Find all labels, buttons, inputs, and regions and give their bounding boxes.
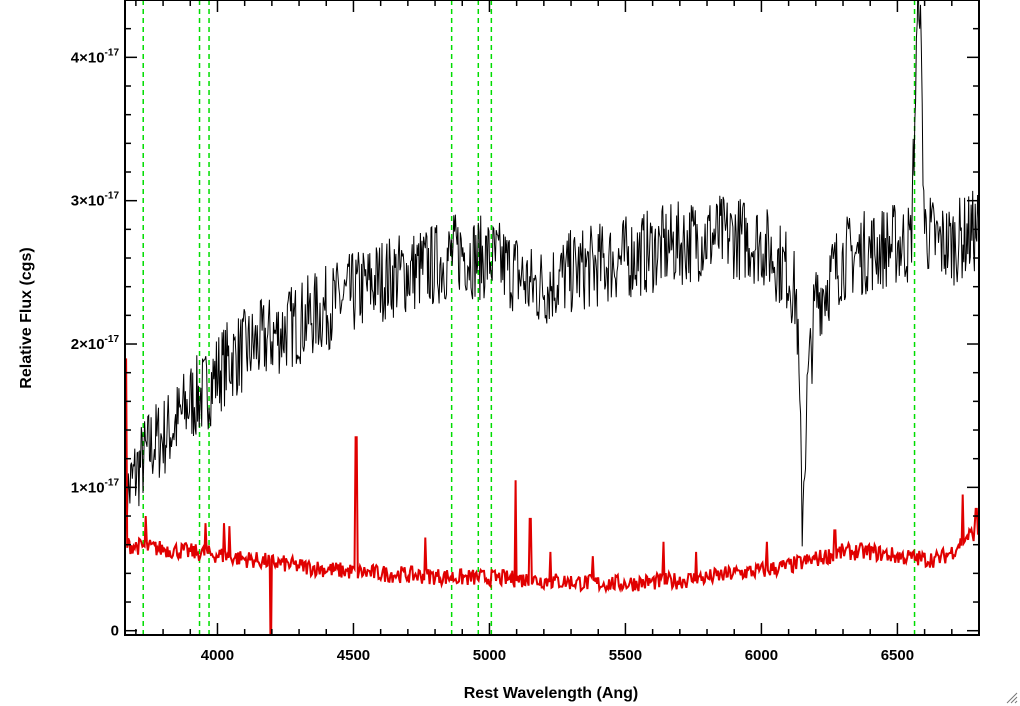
flux-series-line — [125, 0, 979, 547]
plot-frame — [124, 0, 980, 636]
x-axis-title: Rest Wavelength (Ang) — [464, 685, 639, 702]
y-tick-label: 1×10-17 — [71, 477, 120, 496]
y-tick-label: 2×10-17 — [71, 334, 120, 353]
y-tick-label: 3×10-17 — [71, 191, 120, 210]
y-tick-label: 4×10-17 — [71, 47, 120, 66]
resize-grip-icon[interactable] — [1004, 690, 1018, 704]
y-axis-title: Relative Flux (cgs) — [18, 247, 35, 388]
reference-lines — [142, 0, 916, 635]
x-tick-label: 5000 — [473, 647, 506, 664]
y-tick-label: 0 — [111, 623, 119, 640]
series-lines — [125, 0, 979, 635]
x-tick-label: 6000 — [745, 647, 778, 664]
x-tick-label: 4500 — [337, 647, 370, 664]
x-tick-label: 4000 — [201, 647, 234, 664]
x-tick-label: 5500 — [609, 647, 642, 664]
x-tick-label: 6500 — [881, 647, 914, 664]
axes: 4000 4500 5000 5500 6000 6500 0 1×10-17 2×10-17 3… — [71, 0, 980, 664]
error-series-line — [125, 358, 979, 635]
